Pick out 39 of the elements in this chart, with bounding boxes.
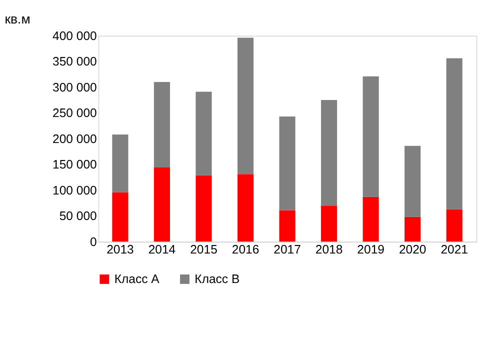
y-axis-title: кв.м <box>4 11 30 26</box>
bar <box>446 209 462 242</box>
bar <box>196 175 212 242</box>
bar <box>321 100 338 206</box>
y-tick-label: 250 000 <box>52 106 98 120</box>
x-tick-label: 2020 <box>398 242 426 256</box>
bar <box>154 82 170 168</box>
x-tick-label: 2014 <box>148 242 176 256</box>
y-tick-label: 300 000 <box>52 80 98 94</box>
bar <box>154 167 170 242</box>
bar <box>404 216 421 242</box>
y-tick-label: 400 000 <box>52 28 98 43</box>
bar <box>362 76 379 197</box>
x-tick-label: 2018 <box>315 242 343 256</box>
bar <box>321 206 338 242</box>
bar <box>112 192 128 242</box>
bar <box>279 116 296 210</box>
bar <box>446 58 462 210</box>
bar <box>196 92 212 176</box>
x-tick-label: 2015 <box>190 242 218 256</box>
y-tick-label: 100 000 <box>52 183 98 198</box>
bar <box>237 174 254 242</box>
bar <box>237 38 254 174</box>
x-tick-label: 2017 <box>274 242 302 256</box>
bar <box>404 146 421 217</box>
bar <box>112 134 128 192</box>
x-tick-label: 2021 <box>440 242 468 256</box>
legend-label: Класс А <box>114 272 160 286</box>
y-tick-label: 150 000 <box>52 158 98 172</box>
y-tick-label: 0 <box>90 234 98 249</box>
y-tick-label: 350 000 <box>52 54 98 69</box>
y-tick-label: 200 000 <box>52 132 98 146</box>
y-tick-label: 50 000 <box>59 209 98 224</box>
x-tick-label: 2013 <box>106 242 134 256</box>
bar <box>279 210 296 242</box>
bar <box>362 196 379 242</box>
legend-label: Класс В <box>194 272 240 286</box>
x-tick-label: 2016 <box>232 242 260 256</box>
x-tick-label: 2019 <box>357 242 385 256</box>
